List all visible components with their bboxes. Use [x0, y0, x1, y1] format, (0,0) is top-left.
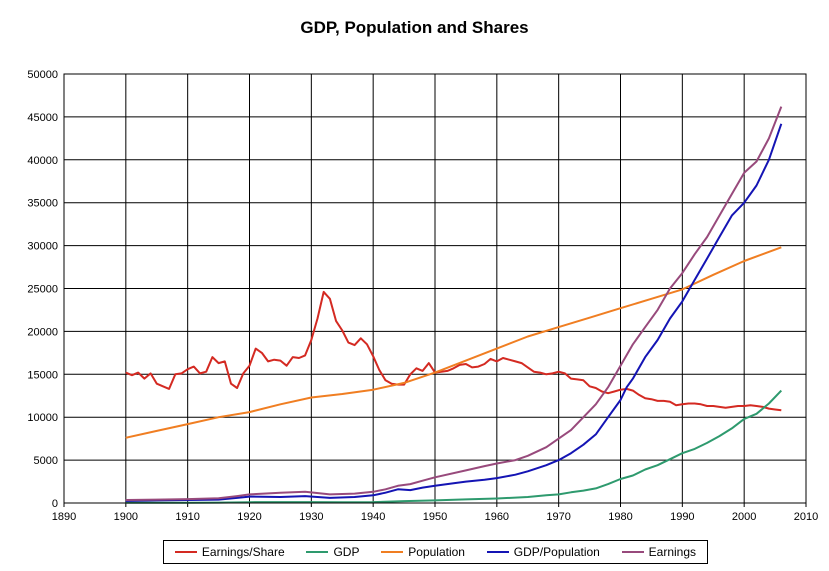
series-lines: [125, 106, 783, 504]
legend-item: GDP: [306, 545, 359, 559]
x-tick-label: 1900: [114, 511, 138, 523]
y-tick-label: 0: [52, 498, 58, 510]
x-tick-label: 1970: [546, 511, 570, 523]
chart-title: GDP, Population and Shares: [300, 18, 529, 37]
series-line-gdp-population: [125, 123, 783, 502]
x-tick-label: 1890: [52, 511, 76, 523]
y-tick-label: 40000: [27, 155, 58, 167]
x-tick-label: 2000: [732, 511, 756, 523]
legend-label: Earnings: [648, 545, 697, 559]
y-tick-label: 20000: [27, 326, 58, 338]
legend-swatch: [306, 551, 329, 553]
axis-tick-labels: 0 5000 10000 15000 20000 25000 30000 35000 40000…: [27, 69, 818, 523]
y-tick-label: 50000: [27, 69, 58, 81]
x-tick-label: 1910: [175, 511, 199, 523]
legend-item: Population: [381, 545, 465, 559]
y-tick-label: 45000: [27, 112, 58, 124]
legend-item: Earnings: [621, 545, 697, 559]
series-line-earnings-share: [125, 290, 782, 412]
x-tick-label: 1940: [361, 511, 385, 523]
y-tick-label: 15000: [27, 369, 58, 381]
legend-label: Earnings/Share: [201, 545, 285, 559]
grid: [63, 73, 807, 507]
x-tick-label: 1950: [423, 511, 447, 523]
legend-item: Earnings/Share: [174, 545, 285, 559]
legend-swatch: [174, 551, 197, 553]
series-line-gdp: [125, 389, 783, 504]
legend-swatch: [381, 551, 404, 553]
legend-label: GDP/Population: [513, 545, 600, 559]
x-tick-label: 1930: [299, 511, 323, 523]
legend-swatch: [621, 551, 644, 553]
y-tick-label: 5000: [34, 455, 58, 467]
y-tick-label: 30000: [27, 241, 58, 253]
x-tick-label: 1990: [670, 511, 694, 523]
x-tick-label: 1980: [608, 511, 632, 523]
legend-swatch: [486, 551, 509, 553]
y-tick-label: 35000: [27, 198, 58, 210]
y-tick-label: 10000: [27, 412, 58, 424]
series-line-earnings: [125, 106, 783, 501]
series-line-population: [125, 246, 782, 439]
legend-label: Population: [408, 545, 465, 559]
legend-item: GDP/Population: [486, 545, 600, 559]
plot-frame: [63, 73, 807, 504]
y-tick-label: 25000: [27, 284, 58, 296]
x-tick-label: 2010: [794, 511, 818, 523]
legend: Earnings/Share GDP Population GDP/Populatio…: [163, 540, 708, 564]
x-tick-label: 1920: [237, 511, 261, 523]
legend-label: GDP: [333, 545, 360, 559]
x-tick-label: 1960: [485, 511, 509, 523]
